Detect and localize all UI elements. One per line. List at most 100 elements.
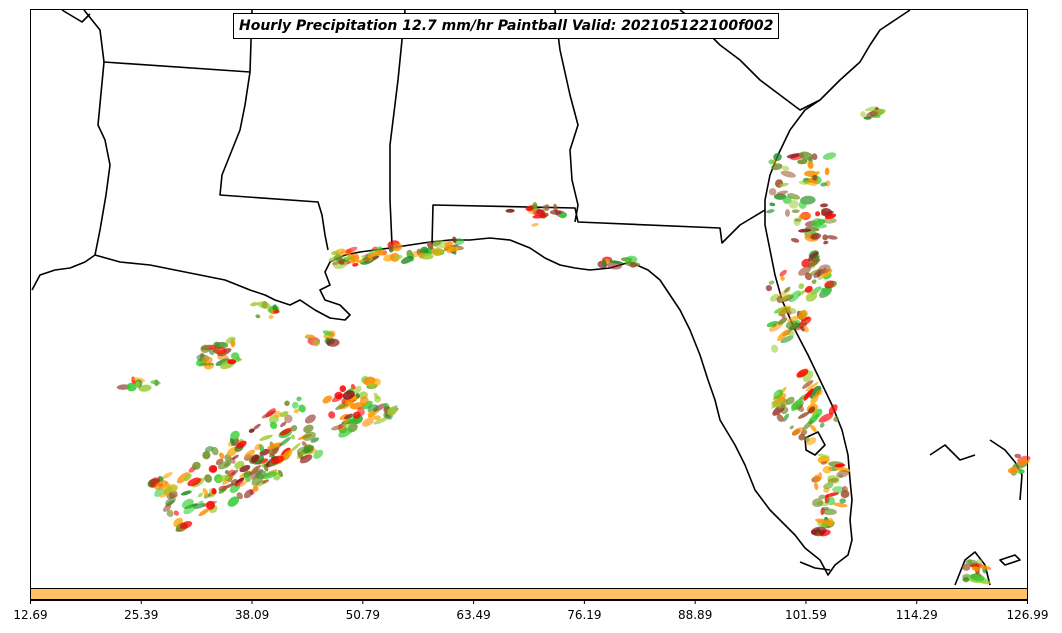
precip-blob — [212, 346, 227, 355]
precip-blob — [227, 496, 240, 507]
precip-blob — [820, 203, 828, 208]
precip-blob — [978, 564, 992, 570]
precip-blob — [252, 485, 259, 492]
precip-blob — [223, 462, 230, 467]
precip-blob — [211, 446, 219, 456]
precip-blob — [811, 279, 817, 285]
precip-blob — [290, 434, 296, 440]
precip-blob — [299, 454, 313, 464]
precip-blob — [827, 475, 840, 484]
precip-blob — [243, 489, 254, 499]
precip-blob — [798, 433, 806, 441]
precip-blob — [817, 453, 830, 459]
precip-blob — [841, 485, 848, 493]
precip-blob — [282, 449, 293, 460]
precip-blob — [279, 436, 291, 447]
precip-blob — [253, 423, 261, 430]
precip-blob — [786, 153, 800, 159]
precip-blob — [293, 408, 300, 414]
precip-blob — [806, 437, 817, 446]
precip-blob — [839, 498, 846, 504]
precip-blob — [236, 492, 243, 500]
precip-blob — [798, 228, 812, 233]
precip-blob — [204, 474, 213, 483]
precip-blob — [355, 259, 365, 263]
precip-blob — [815, 389, 823, 396]
precip-blob — [832, 486, 845, 493]
precip-blob — [218, 452, 225, 459]
precip-blob — [833, 416, 839, 422]
precip-blob — [280, 421, 287, 428]
precip-blob — [777, 305, 792, 315]
precip-blob — [818, 494, 826, 500]
precip-blob — [811, 153, 818, 161]
precip-blob — [224, 470, 230, 475]
precip-blob — [505, 208, 515, 213]
precip-blob — [296, 396, 302, 402]
precip-blob — [244, 474, 251, 482]
precip-blob — [367, 382, 376, 389]
precip-blob — [780, 170, 796, 178]
precip-blob — [322, 395, 333, 404]
precip-blob — [269, 421, 278, 430]
precip-blob — [807, 160, 814, 169]
precip-blob — [331, 393, 345, 403]
louisiana-coast — [94, 247, 391, 321]
precip-blob — [779, 293, 792, 302]
precip-blob — [291, 401, 299, 409]
precip-blob — [790, 238, 800, 243]
precip-blob — [780, 335, 794, 344]
precip-blob — [798, 411, 810, 419]
precip-blob — [810, 424, 817, 433]
precip-blob — [338, 427, 353, 438]
precip-blob — [796, 369, 809, 378]
precip-blob — [819, 422, 825, 428]
precip-blob — [452, 236, 457, 243]
precip-blob — [229, 438, 235, 446]
precip-blob — [807, 258, 821, 268]
precip-blob — [239, 465, 251, 473]
precip-blob — [784, 286, 791, 293]
ms-al-border — [389, 9, 406, 246]
precip-blob — [798, 266, 812, 276]
gulf-and-atlantic-coast — [389, 9, 911, 576]
precip-blob — [790, 308, 797, 315]
precip-blob — [553, 203, 558, 212]
precip-blob — [187, 477, 201, 487]
colorbar-ticks — [30, 600, 1028, 604]
precip-blob — [768, 280, 775, 285]
precip-blob — [629, 262, 637, 268]
precip-blob — [791, 398, 803, 412]
precip-blob — [798, 212, 811, 220]
precip-blob — [805, 291, 818, 302]
precip-blob — [799, 151, 814, 161]
colorbar-tick-label: 126.99 — [1006, 608, 1049, 622]
precip-blob — [780, 276, 785, 281]
precip-blob — [798, 309, 808, 320]
precip-blob — [328, 257, 336, 262]
precip-blob — [824, 280, 835, 289]
precip-blob — [273, 310, 280, 314]
precip-blob — [367, 404, 379, 413]
colorbar-tick-label: 101.59 — [784, 608, 827, 622]
precip-blob — [326, 338, 340, 347]
mississippi-west-border — [219, 71, 329, 251]
precip-blob — [782, 413, 790, 422]
precip-blob — [810, 394, 819, 405]
precip-blob — [808, 251, 819, 262]
precip-blob — [1018, 468, 1025, 474]
precip-blob — [802, 419, 814, 431]
precip-blob — [798, 180, 810, 185]
precip-blob — [248, 428, 255, 433]
colorbar-tick-label: 88.89 — [677, 608, 713, 622]
lake-okeechobee — [804, 431, 826, 456]
precip-blob — [290, 425, 298, 432]
precip-blob — [392, 243, 403, 252]
precip-blob — [193, 503, 206, 510]
precip-blob — [202, 451, 211, 460]
precip-blob — [802, 380, 814, 389]
precip-blob — [782, 196, 792, 204]
precip-blob — [303, 444, 314, 454]
state-line-nw — [61, 9, 91, 23]
bahamas-east — [989, 439, 1023, 501]
